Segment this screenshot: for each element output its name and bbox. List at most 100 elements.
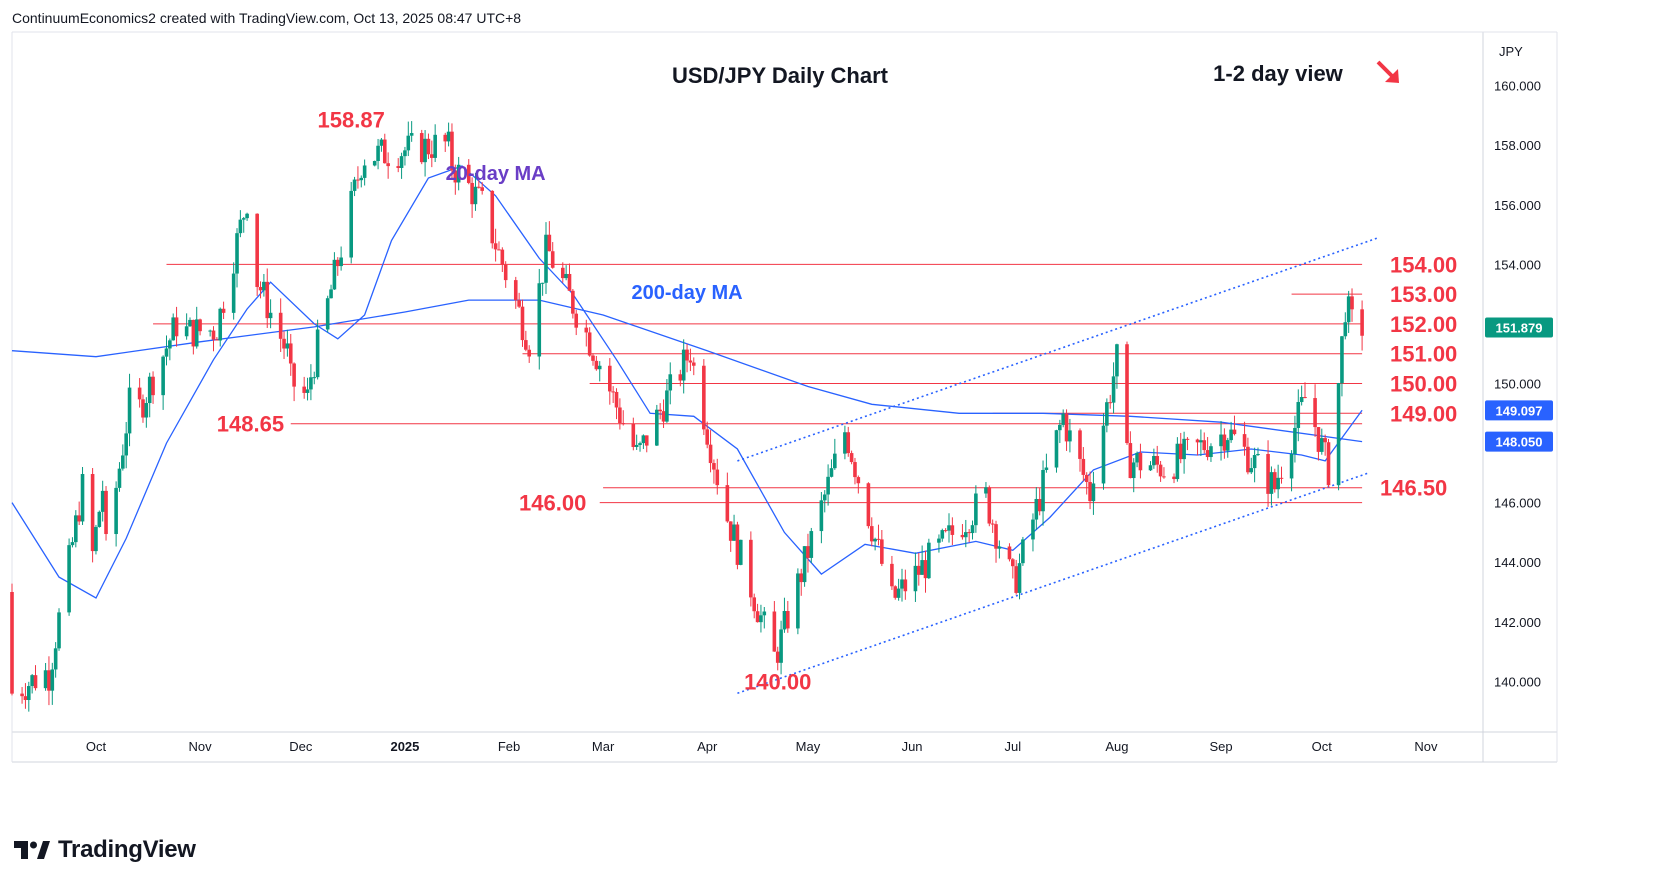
candle-body — [1091, 483, 1096, 502]
candle — [1343, 312, 1348, 340]
x-tick-label: Aug — [1105, 739, 1128, 754]
candle-body — [691, 362, 696, 366]
candle — [876, 524, 881, 546]
candle-body — [325, 298, 330, 330]
y-tick-label: 140.000 — [1494, 674, 1541, 689]
price-annotation: 146.00 — [519, 491, 586, 516]
candle — [829, 459, 834, 478]
candle — [896, 578, 901, 601]
candle-body — [856, 477, 861, 484]
candle — [752, 593, 757, 619]
x-tick-label: Oct — [86, 739, 107, 754]
candle — [282, 331, 286, 359]
candle-body — [67, 545, 71, 613]
candle — [335, 257, 340, 276]
candle — [221, 301, 226, 320]
candle — [100, 480, 105, 522]
candle-body — [920, 560, 924, 575]
candle-body — [916, 565, 921, 575]
candle — [208, 329, 212, 337]
candle-body — [1078, 430, 1082, 459]
candle — [1111, 362, 1116, 414]
candle-body — [567, 273, 572, 291]
candle-body — [1148, 465, 1153, 471]
candle-body — [1350, 296, 1354, 310]
candle-body — [644, 435, 649, 446]
candle-body — [732, 524, 736, 541]
candle-body — [1088, 482, 1092, 502]
candle-body — [23, 696, 28, 701]
candle — [382, 133, 387, 164]
price-tag-text: 149.097 — [1496, 403, 1543, 418]
candle — [849, 450, 854, 465]
candle — [1326, 438, 1331, 488]
candle-body — [265, 281, 270, 319]
candle-body — [50, 669, 55, 691]
candle-body — [409, 133, 414, 136]
candle — [631, 417, 636, 451]
candle-body — [702, 365, 706, 430]
candle — [1303, 382, 1307, 399]
candle — [1014, 559, 1018, 595]
candle — [1185, 437, 1190, 451]
candle — [50, 662, 55, 705]
candle-body — [1232, 429, 1237, 435]
candle — [1272, 468, 1277, 493]
x-tick-label: May — [796, 739, 821, 754]
candle — [292, 362, 296, 402]
candle-body — [725, 485, 730, 522]
candle-body — [866, 483, 871, 527]
candle — [379, 137, 384, 152]
candle-body — [762, 611, 767, 616]
candle-body — [540, 282, 545, 284]
candle-body — [356, 179, 360, 181]
candle-body — [1081, 458, 1086, 475]
candle — [1296, 389, 1301, 442]
candle-body — [231, 273, 236, 313]
candle-body — [1202, 440, 1207, 451]
candle — [1256, 447, 1260, 457]
candle — [141, 394, 145, 423]
candle — [151, 371, 155, 404]
candle — [1064, 409, 1069, 451]
candle-body — [1319, 438, 1324, 452]
candle — [1313, 384, 1317, 437]
candle-body — [950, 525, 955, 535]
candle — [1289, 450, 1294, 492]
candle — [947, 513, 951, 543]
candle-body — [591, 355, 595, 361]
candle-body — [755, 611, 760, 623]
candle-body — [500, 249, 505, 265]
candle — [540, 282, 545, 296]
candle — [927, 538, 931, 580]
candle — [144, 397, 149, 428]
candle-body — [188, 319, 192, 327]
candle-body — [258, 286, 263, 291]
candle-body — [1340, 336, 1344, 384]
candle — [749, 531, 753, 607]
candle-body — [288, 343, 293, 364]
candle-body — [752, 597, 757, 612]
candle — [74, 510, 78, 548]
candle — [1269, 466, 1274, 506]
candle-body — [47, 670, 51, 691]
candle-body — [77, 515, 81, 522]
candle-body — [779, 629, 783, 663]
tradingview-logo[interactable]: TradingView — [14, 836, 196, 864]
x-tick-label: Sep — [1209, 739, 1232, 754]
candle — [325, 295, 330, 333]
candle — [258, 281, 263, 299]
candle-body — [184, 326, 189, 337]
candle — [611, 386, 615, 403]
candle-body — [90, 474, 95, 552]
candle — [1148, 461, 1153, 471]
candle — [47, 656, 51, 706]
y-tick-label: 156.000 — [1494, 198, 1541, 213]
candle — [90, 468, 95, 563]
y-tick-label: 142.000 — [1494, 615, 1541, 630]
candle-body — [594, 360, 599, 370]
trend-line — [737, 236, 1380, 462]
x-tick-label: Mar — [592, 739, 615, 754]
candle-body — [1326, 442, 1331, 486]
